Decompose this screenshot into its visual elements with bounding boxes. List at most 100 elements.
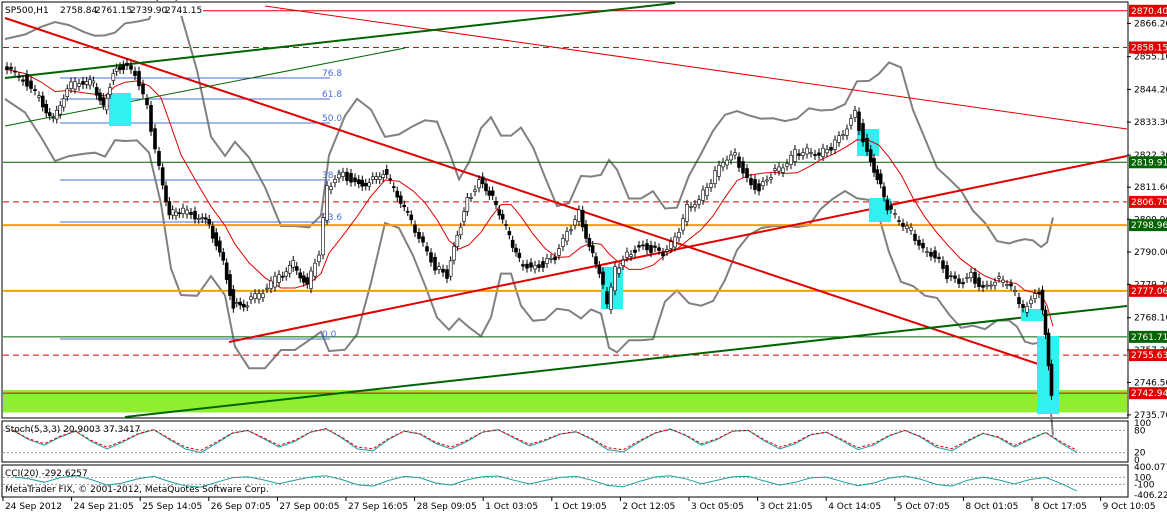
candle-body: [228, 274, 232, 296]
candle-body: [465, 197, 470, 212]
time-tick-label: 3 Oct 05:05: [691, 502, 744, 512]
candle-body: [665, 249, 669, 252]
candle-body: [717, 164, 721, 177]
candle-body: [590, 245, 595, 254]
candle-body: [985, 284, 989, 287]
candle-body: [921, 242, 925, 249]
candle-body: [104, 98, 109, 111]
candle-body: [210, 226, 215, 239]
candle-body: [541, 261, 545, 268]
price-tick-label: 2790.00: [1134, 248, 1167, 258]
candle-body: [621, 259, 625, 266]
candle-body: [370, 176, 375, 180]
candle-body: [114, 67, 119, 72]
candle-body: [1049, 363, 1054, 396]
candle-body: [9, 66, 13, 70]
candle-body: [200, 217, 205, 220]
candle-body: [669, 241, 673, 249]
candle-body: [633, 249, 637, 253]
candle-body: [234, 302, 239, 304]
candle-body: [613, 266, 617, 292]
candle-body: [121, 64, 126, 70]
candle-body: [1033, 293, 1037, 299]
candle-body: [360, 179, 365, 187]
level-tag-background: [1129, 4, 1167, 17]
candle-body: [462, 211, 466, 222]
candle-body: [487, 190, 492, 196]
main-panel-frame: [1, 1, 1129, 419]
candle-body: [111, 73, 116, 81]
candle-body: [185, 209, 189, 215]
highlight-box: [109, 93, 131, 126]
candle-body: [821, 147, 825, 157]
header-background: [3, 3, 203, 16]
price-tick-label: 2833.30: [1134, 118, 1167, 128]
candle-body: [353, 177, 357, 183]
cci-title: CCI(20) -292.6257: [5, 469, 88, 479]
candle-body: [181, 207, 185, 214]
candle-body: [40, 95, 45, 108]
cci-panel-frame: [1, 464, 1129, 498]
fibonacci-level-label: 38.2: [322, 171, 342, 181]
candle-body: [909, 227, 913, 231]
time-tick-label: 2 Oct 12:05: [622, 502, 675, 512]
candle-body: [13, 70, 17, 73]
highlight-box: [1021, 309, 1043, 321]
candle-body: [291, 260, 296, 268]
candle-body: [769, 177, 773, 180]
candle-body: [455, 234, 460, 247]
candle-body: [713, 170, 717, 184]
level-tag-label: 2777.06: [1131, 287, 1167, 297]
stochastic-title: Stoch(5,3,3) 20.9003 37.3417: [5, 425, 140, 435]
candle-body: [217, 240, 222, 253]
candle-body: [84, 81, 89, 85]
green-channel-lower: [124, 305, 1128, 418]
copyright-text: MetaTrader FIX, © 2001-2012, MetaQuotes …: [5, 485, 269, 495]
candle-body: [356, 179, 361, 185]
time-tick-label: 5 Oct 07:05: [897, 502, 950, 512]
candle-body: [961, 282, 965, 285]
candle-body: [458, 226, 463, 236]
candle-body: [745, 168, 749, 178]
stochastic-signal-line: [12, 428, 1078, 451]
candle-body: [510, 239, 515, 248]
candle-body: [224, 262, 229, 280]
candle-body: [689, 205, 693, 208]
candle-body: [653, 245, 657, 248]
candle-body: [917, 239, 921, 246]
candle-body: [313, 262, 317, 277]
candle-body: [937, 256, 941, 260]
candle-body: [737, 156, 741, 168]
candle-body: [477, 179, 481, 189]
level-tag-label: 2870.40: [1131, 7, 1167, 17]
highlight-box: [1037, 336, 1059, 414]
candle-body: [677, 232, 681, 238]
candle-body: [398, 195, 403, 204]
candle-body: [1021, 304, 1025, 309]
cci-layer: 400.077100-100-406.225: [3, 463, 1167, 501]
price-tick-label: 2855.10: [1134, 53, 1167, 63]
time-tick-label: 4 Oct 14:05: [828, 502, 881, 512]
candle-body: [545, 258, 549, 264]
candle-body: [1029, 299, 1033, 304]
uptrend-line: [228, 155, 1128, 343]
candle-body: [329, 186, 333, 191]
candle-body: [301, 275, 306, 283]
time-tick-label: 25 Sep 14:05: [142, 502, 202, 512]
candle-body: [245, 305, 250, 308]
candle-body: [238, 301, 243, 306]
candle-body: [381, 174, 386, 178]
candle-body: [21, 79, 25, 82]
bollinger-lower-band: [4, 98, 1054, 436]
time-tick-label: 8 Oct 01:05: [965, 502, 1018, 512]
stochastic-panel-frame: [1, 420, 1129, 463]
candle-body: [273, 275, 277, 288]
candle-body: [214, 232, 219, 247]
candle-body: [825, 149, 829, 154]
candle-body: [872, 158, 876, 173]
candle-body: [965, 277, 969, 279]
price-tick-label: 2735.70: [1134, 411, 1167, 421]
candle-body: [781, 167, 785, 173]
candle-body: [941, 260, 945, 269]
candle-body: [402, 204, 407, 208]
